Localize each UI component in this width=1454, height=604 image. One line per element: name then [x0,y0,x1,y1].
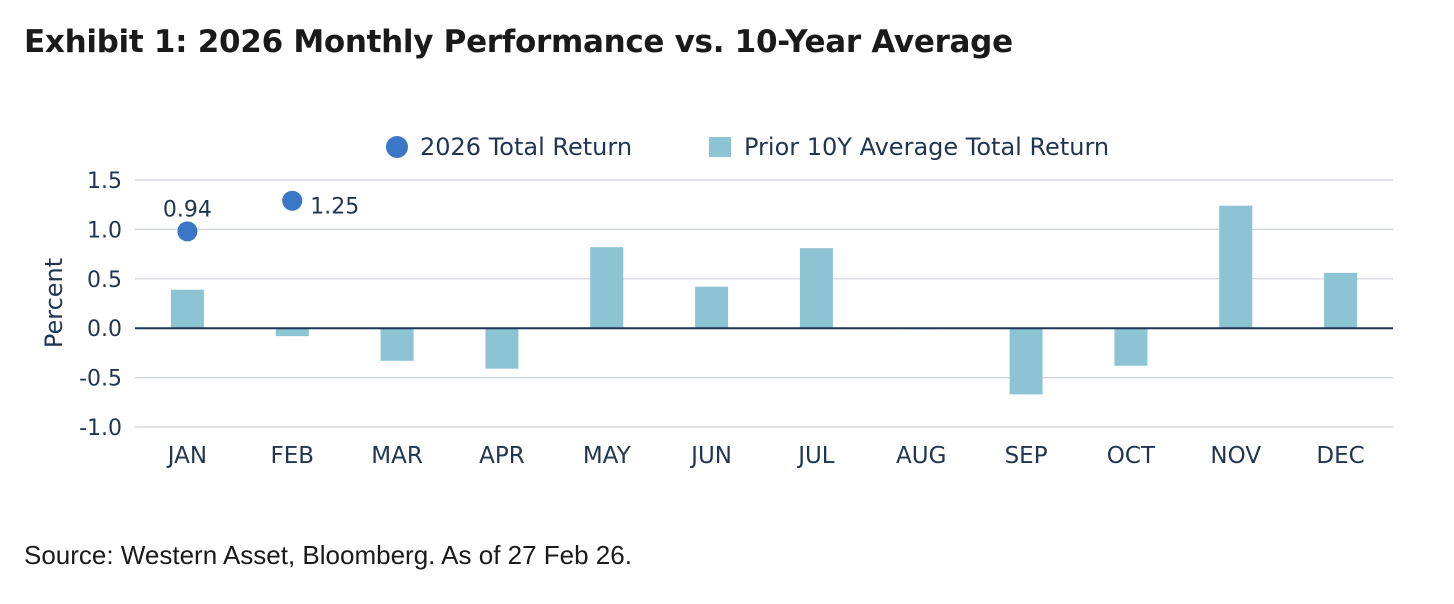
bar-jul [799,248,833,329]
bar-sep [1009,328,1043,395]
y-tick-label: 0.5 [87,268,122,293]
y-axis-ticks: 1.5 1.0 0.5 0.0 -0.5 -1.0 [79,169,122,441]
point-data-label: 0.94 [163,197,212,222]
x-tick-label: FEB [270,443,314,469]
legend-swatch-circle [386,136,408,158]
legend: 2026 Total Return Prior 10Y Average Total… [386,133,1109,161]
x-tick-label: OCT [1107,443,1156,469]
x-tick-label: JUL [796,443,835,469]
bar-jun [695,286,729,329]
bar-jan [170,289,204,329]
x-tick-label: MAY [583,443,632,469]
grid-lines [135,179,1393,428]
y-axis-label: Percent [40,258,68,348]
x-tick-label: MAR [371,443,423,469]
x-tick-label: JAN [166,443,207,469]
y-tick-label: -1.0 [79,416,122,441]
x-axis-ticks: JAN FEB MAR APR MAY JUN JUL AUG SEP OCT NOV DEC [166,443,1365,469]
bar-dec [1324,272,1358,329]
legend-label: 2026 Total Return [420,133,632,161]
bar-series [170,205,1358,395]
bar-may [590,247,624,329]
bar-apr [485,328,519,369]
point-jan [177,221,198,242]
legend-swatch-square [709,137,731,157]
y-tick-label: -0.5 [79,367,122,392]
bar-mar [380,328,414,361]
legend-label: Prior 10Y Average Total Return [744,133,1109,161]
y-tick-label: 0.0 [87,317,122,342]
chart: 0.94 1.25 1.5 1.0 0.5 0.0 -0.5 -1.0 JAN FEB MAR A… [40,133,1393,469]
source-note: Source: Western Asset, Bloomberg. As of … [24,540,632,570]
y-tick-label: 1.5 [87,169,122,194]
x-tick-label: APR [479,443,525,469]
x-tick-label: DEC [1316,443,1364,469]
bar-nov [1219,205,1253,329]
bar-oct [1114,328,1148,366]
x-tick-label: SEP [1005,443,1048,469]
point-data-label: 1.25 [310,195,359,220]
chart-title: Exhibit 1: 2026 Monthly Performance vs. … [24,24,1013,60]
x-tick-label: JUN [689,443,732,469]
point-series: 0.94 1.25 [163,190,359,242]
x-tick-label: NOV [1210,443,1261,469]
bar-feb [275,328,309,337]
x-tick-label: AUG [896,443,946,469]
y-tick-label: 1.0 [87,218,122,243]
point-feb [282,190,303,211]
